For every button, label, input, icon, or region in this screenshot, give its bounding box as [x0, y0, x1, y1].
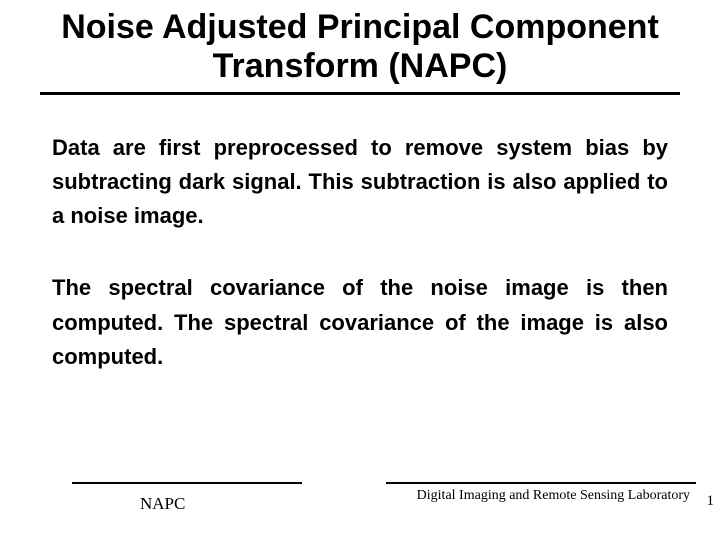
footer-left-text: NAPC	[140, 494, 185, 514]
slide-footer: NAPC Digital Imaging and Remote Sensing …	[0, 468, 720, 528]
footer-rule-right	[386, 482, 696, 484]
slide-title: Noise Adjusted Principal Component Trans…	[40, 8, 680, 86]
title-wrap: Noise Adjusted Principal Component Trans…	[0, 0, 720, 86]
footer-right-text: Digital Imaging and Remote Sensing Labor…	[417, 488, 690, 504]
footer-rule-left	[72, 482, 302, 484]
paragraph: The spectral covariance of the noise ima…	[52, 271, 668, 373]
page-number: 1	[707, 493, 715, 510]
paragraph: Data are first preprocessed to remove sy…	[52, 131, 668, 233]
slide-body: Data are first preprocessed to remove sy…	[0, 95, 720, 374]
slide: Noise Adjusted Principal Component Trans…	[0, 0, 720, 540]
